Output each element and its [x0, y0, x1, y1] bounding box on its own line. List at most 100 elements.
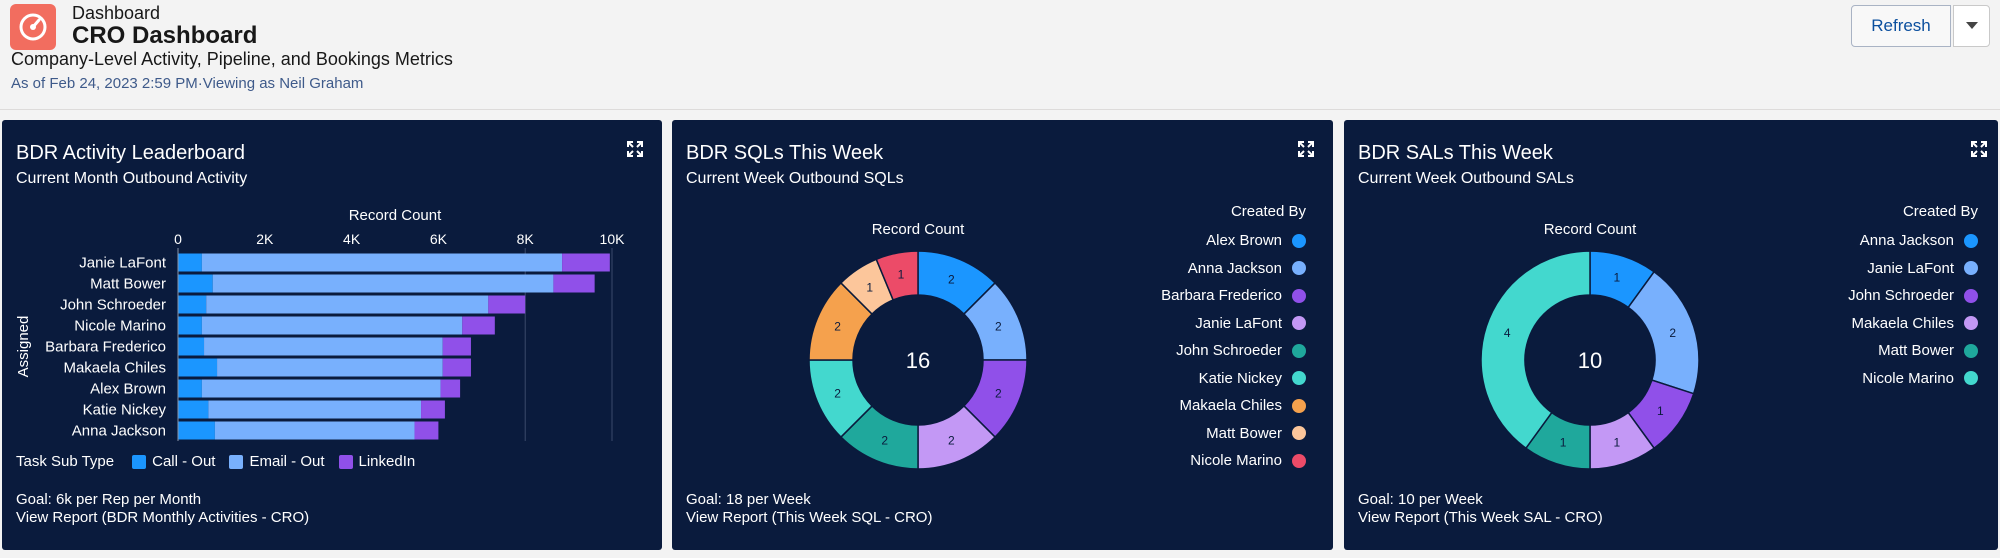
bar-segment[interactable]	[178, 337, 205, 356]
legend-item-label: Makaela Chiles	[1851, 314, 1954, 332]
legend-swatch	[338, 454, 353, 469]
goal-text: Goal: 18 per Week	[686, 491, 811, 508]
slice-value-label: 1	[866, 281, 873, 295]
bar-segment[interactable]	[178, 400, 209, 419]
bar-segment[interactable]	[562, 253, 610, 272]
donut-slice[interactable]	[875, 250, 919, 301]
bar-segment[interactable]	[462, 316, 495, 335]
legend-label: Task Sub Type	[16, 453, 115, 470]
legend-item[interactable]: Katie Nickey	[1072, 370, 1306, 387]
legend-item[interactable]: Nicole Marino	[1072, 452, 1306, 469]
bar-segment[interactable]	[178, 316, 202, 335]
legend-item[interactable]: Barbara Frederico	[1072, 287, 1306, 304]
slice-value-label: 2	[995, 320, 1002, 334]
bar-segment[interactable]	[217, 358, 443, 377]
legend-item[interactable]: Janie LaFont	[1744, 260, 1978, 277]
slice-value-label: 1	[898, 268, 905, 282]
legend-item-call-out[interactable]: Call - Out	[132, 453, 215, 470]
legend-dot	[1964, 261, 1978, 275]
bar-segment[interactable]	[206, 295, 489, 314]
donut-chart: Record Count 1 2 1 1 1 4 10	[1480, 221, 1700, 470]
bar-segment[interactable]	[201, 379, 441, 398]
x-tick-label: 6K	[430, 231, 448, 247]
legend-item-email-out[interactable]: Email - Out	[229, 453, 325, 470]
expand-icon[interactable]	[1297, 140, 1315, 158]
donut-slice[interactable]	[1480, 250, 1591, 450]
view-report-link[interactable]: View Report (This Week SQL - CRO)	[686, 509, 933, 526]
legend-item[interactable]: Nicole Marino	[1744, 370, 1978, 387]
legend-item-linkedin[interactable]: LinkedIn	[338, 453, 415, 470]
bar-segment[interactable]	[201, 316, 463, 335]
legend-item[interactable]: Anna Jackson	[1744, 232, 1978, 249]
expand-icon[interactable]	[1970, 140, 1988, 158]
panel-subtitle: Current Month Outbound Activity	[16, 170, 248, 187]
bar-segment[interactable]	[178, 295, 207, 314]
bar-segment[interactable]	[414, 421, 439, 440]
x-tick-label: 10K	[600, 231, 626, 247]
slice-value-label: 2	[1669, 326, 1676, 340]
bar-segment[interactable]	[442, 358, 471, 377]
bar-segment[interactable]	[178, 379, 202, 398]
bar-segment[interactable]	[178, 358, 218, 377]
bar-legend: Task Sub Type Call - Out Email - Out Lin…	[16, 453, 415, 470]
legend-swatch	[132, 454, 147, 469]
legend-dot	[1292, 343, 1306, 358]
bar-segment[interactable]	[440, 379, 461, 398]
legend-dot	[1964, 316, 1978, 330]
slice-value-label: 2	[834, 386, 841, 400]
slice-value-label: 1	[1657, 404, 1664, 418]
legend-item[interactable]: Matt Bower	[1744, 342, 1978, 359]
legend-item[interactable]: John Schroeder	[1072, 342, 1306, 359]
bar-segment[interactable]	[214, 421, 415, 440]
panel-title: BDR SQLs This Week	[686, 142, 884, 164]
x-tick-label: 8K	[517, 231, 535, 247]
legend-item[interactable]: Matt Bower	[1072, 425, 1306, 442]
bar-segment[interactable]	[442, 337, 471, 356]
legend-dot	[1292, 398, 1306, 413]
bar-segment[interactable]	[208, 400, 422, 419]
bar-segment[interactable]	[201, 253, 563, 272]
legend-dot	[1964, 343, 1978, 358]
legend-dot	[1292, 316, 1306, 330]
legend-item[interactable]: John Schroeder	[1744, 287, 1978, 304]
y-tick-label: Makaela Chiles	[63, 360, 166, 377]
slice-value-label: 1	[1614, 270, 1621, 284]
bar-chart: Record Count 0 2K 4K 6K 8K 10K Assigned Janie La…	[15, 207, 626, 441]
page-title: CRO Dashboard	[72, 22, 258, 49]
y-tick-label: Katie Nickey	[83, 402, 167, 419]
dashboard-header: Dashboard CRO Dashboard Company-Level Ac…	[0, 0, 2000, 110]
center-total: 16	[906, 348, 930, 373]
view-report-link[interactable]: View Report (BDR Monthly Activities - CR…	[16, 509, 310, 526]
legend-item[interactable]: Makaela Chiles	[1744, 315, 1978, 332]
bar-segment[interactable]	[178, 274, 213, 293]
legend-item[interactable]: Janie LaFont	[1072, 315, 1306, 332]
legend-item[interactable]: Anna Jackson	[1072, 260, 1306, 277]
breadcrumb[interactable]: Dashboard	[72, 3, 161, 23]
more-actions-button[interactable]	[1953, 5, 1990, 47]
legend-dot	[1292, 261, 1306, 275]
legend-item-label: Janie LaFont	[1867, 259, 1954, 277]
legend-item[interactable]: Makaela Chiles	[1072, 397, 1306, 414]
refresh-button[interactable]: Refresh	[1851, 5, 1951, 47]
bar-segment[interactable]	[488, 295, 526, 314]
y-tick-label: Matt Bower	[90, 276, 166, 293]
expand-icon[interactable]	[626, 140, 644, 158]
view-report-link[interactable]: View Report (This Week SAL - CRO)	[1358, 509, 1603, 526]
bar-segment[interactable]	[421, 400, 445, 419]
bar-segment[interactable]	[553, 274, 595, 293]
legend-dot	[1292, 288, 1306, 303]
bar-segment[interactable]	[212, 274, 554, 293]
page-subtitle: Company-Level Activity, Pipeline, and Bo…	[11, 49, 453, 69]
legend-item-label: John Schroeder	[1176, 342, 1282, 359]
legend-item-label: Call - Out	[152, 453, 216, 470]
chevron-down-icon	[1965, 22, 1978, 29]
bar-segment[interactable]	[178, 421, 215, 440]
bar-segment[interactable]	[204, 337, 443, 356]
legend-title: Created By	[1902, 203, 1978, 220]
dashboard-meta: As of Feb 24, 2023 2:59 PM·Viewing as Ne…	[11, 75, 363, 92]
legend-item[interactable]: Alex Brown	[1072, 232, 1306, 249]
panel-title: BDR Activity Leaderboard	[16, 142, 246, 164]
panel-subtitle: Current Week Outbound SQLs	[686, 170, 904, 187]
gauge-icon	[10, 4, 56, 50]
bar-segment[interactable]	[178, 253, 202, 272]
